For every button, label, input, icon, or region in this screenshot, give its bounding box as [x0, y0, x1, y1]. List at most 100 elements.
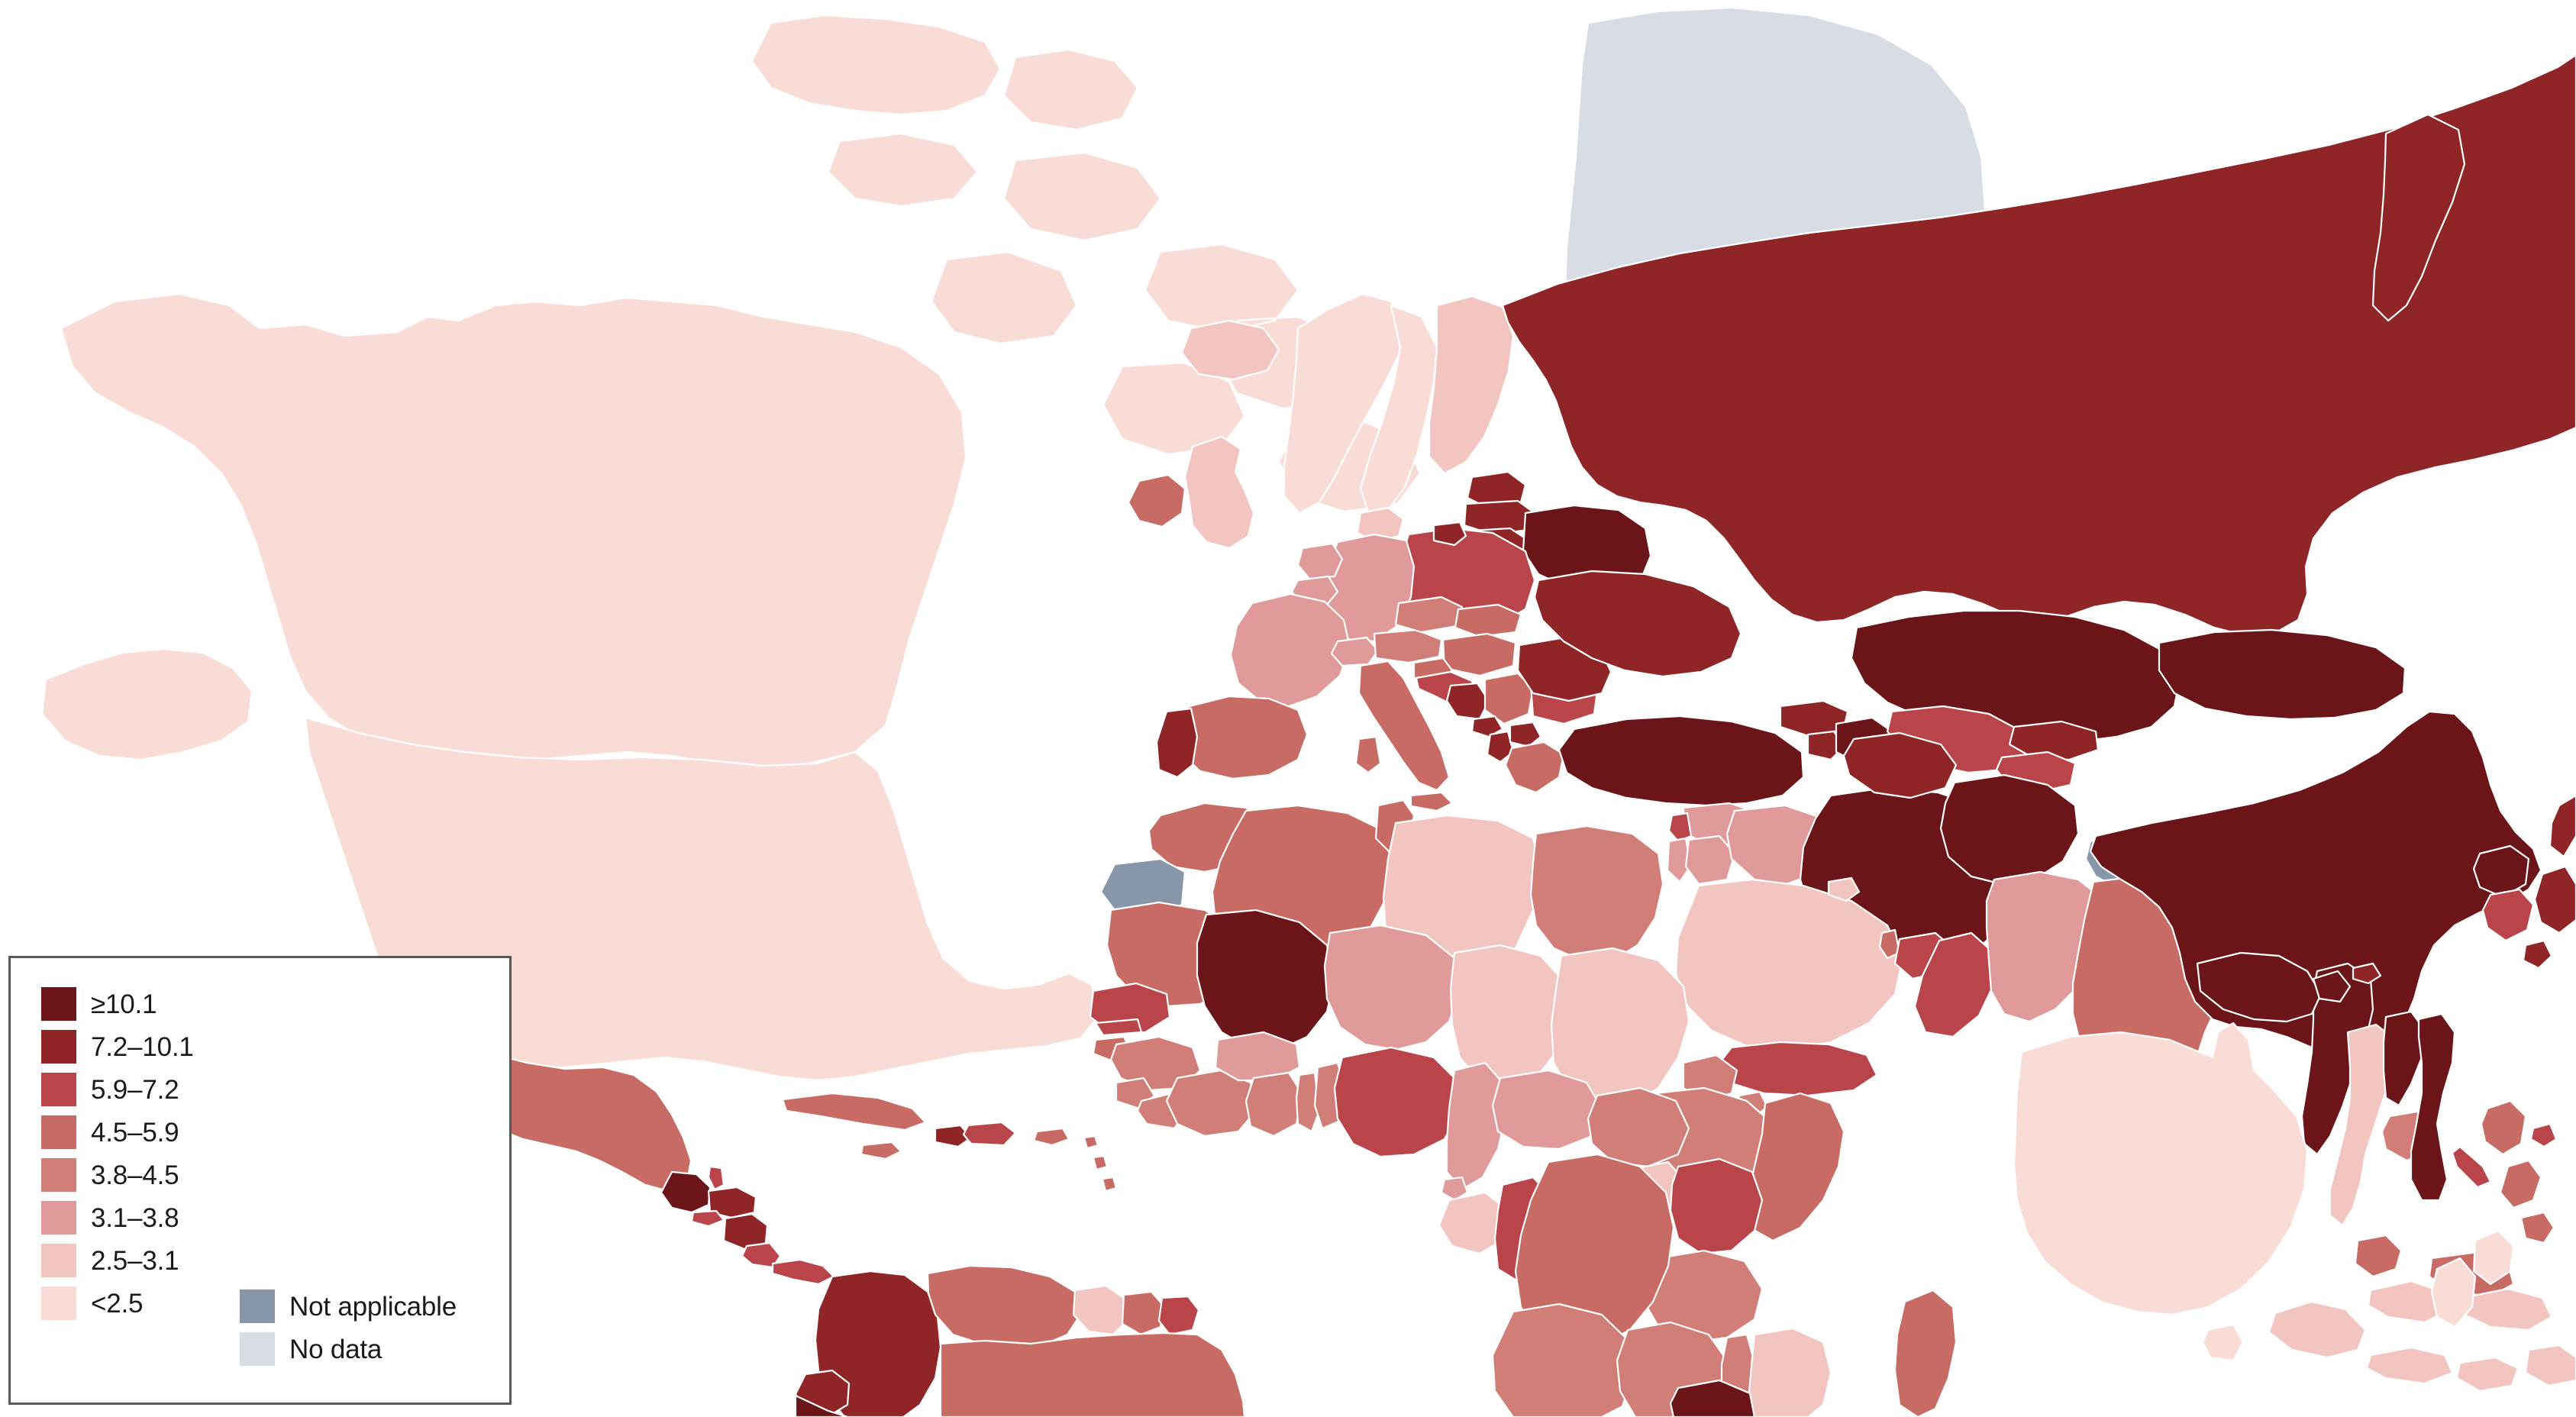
country-equatorial-guinea[interactable]	[1441, 1177, 1467, 1200]
legend-row-7[interactable]: <2.5	[41, 1282, 194, 1325]
country-russia-kamchatka[interactable]	[2373, 115, 2465, 321]
legend-row-3[interactable]: 4.5–5.9	[41, 1111, 194, 1154]
country-philippines[interactable]	[2481, 1101, 2554, 1243]
country-jamaica[interactable]	[861, 1142, 901, 1159]
legend-row-no-data[interactable]: No data	[240, 1328, 457, 1370]
country-solomon-islands[interactable]	[2353, 963, 2381, 983]
country-vietnam[interactable]	[2411, 1014, 2455, 1200]
country-australia[interactable]	[2014, 1023, 2307, 1315]
country-gabon[interactable]	[1439, 1193, 1508, 1254]
legend-swatch-not-applicable	[240, 1290, 275, 1323]
country-russia-kaliningrad[interactable]	[1434, 522, 1466, 545]
legend-row-2[interactable]: 5.9–7.2	[41, 1068, 194, 1111]
country-puerto-rico[interactable]	[1034, 1128, 1069, 1145]
legend-row-6[interactable]: 2.5–3.1	[41, 1239, 194, 1282]
country-sicily[interactable]	[1411, 792, 1452, 811]
country-french-guiana[interactable]	[1159, 1296, 1199, 1335]
country-panama[interactable]	[773, 1260, 834, 1284]
country-papua-new-guinea[interactable]	[2197, 953, 2321, 1022]
legend-label-4: 3.8–4.5	[91, 1160, 179, 1190]
country-belize[interactable]	[709, 1167, 724, 1189]
country-turkmenistan[interactable]	[1844, 733, 1956, 798]
country-ireland[interactable]	[1128, 475, 1185, 527]
country-jordan[interactable]	[1686, 836, 1735, 884]
country-senegal[interactable]	[1090, 983, 1170, 1032]
legend-swatch-7	[41, 1286, 76, 1320]
country-mongolia[interactable]	[2159, 630, 2405, 719]
country-colombia[interactable]	[815, 1271, 941, 1417]
country-norway[interactable]	[1284, 294, 1405, 513]
country-ghana[interactable]	[1246, 1073, 1302, 1136]
map-legend: ≥10.1 7.2–10.1 5.9–7.2 4.5–5.9 3.8–4.5	[8, 956, 512, 1405]
legend-swatch-1	[41, 1030, 76, 1064]
country-ukraine[interactable]	[1535, 571, 1741, 676]
legend-row-0[interactable]: ≥10.1	[41, 983, 194, 1025]
country-albania[interactable]	[1487, 731, 1513, 762]
country-tasmania[interactable]	[2203, 1325, 2243, 1361]
country-zimbabwe[interactable]	[1671, 1380, 1754, 1417]
country-iceland[interactable]	[1182, 321, 1279, 379]
country-cameroon[interactable]	[1447, 1063, 1506, 1189]
country-angola[interactable]	[1493, 1304, 1632, 1417]
country-kuwait[interactable]	[1829, 878, 1859, 901]
country-lesser-antilles[interactable]	[1084, 1136, 1116, 1191]
country-north-macedonia[interactable]	[1510, 722, 1541, 747]
country-png-east[interactable]	[2313, 971, 2350, 1002]
country-denmark[interactable]	[1357, 508, 1403, 542]
country-russia[interactable]	[1503, 55, 2576, 635]
country-greece[interactable]	[1506, 742, 1564, 792]
country-gambia[interactable]	[1096, 1019, 1141, 1035]
country-togo[interactable]	[1296, 1073, 1319, 1131]
country-kenya[interactable]	[1671, 1159, 1762, 1254]
legend-swatch-2	[41, 1073, 76, 1106]
legend-swatch-3	[41, 1115, 76, 1149]
legend-row-4[interactable]: 3.8–4.5	[41, 1154, 194, 1196]
legend-label-1: 7.2–10.1	[91, 1031, 194, 1062]
legend-row-5[interactable]: 3.1–3.8	[41, 1196, 194, 1239]
country-niger[interactable]	[1325, 925, 1460, 1050]
country-nigeria[interactable]	[1335, 1047, 1460, 1157]
country-sardinia[interactable]	[1356, 737, 1380, 773]
country-south-sudan[interactable]	[1588, 1088, 1689, 1167]
country-qatar[interactable]	[1880, 930, 1900, 958]
country-suriname[interactable]	[1122, 1292, 1164, 1335]
country-indonesia[interactable]	[2269, 1281, 2576, 1391]
country-laos[interactable]	[2384, 1012, 2424, 1106]
country-oman[interactable]	[1915, 933, 1994, 1037]
legend-row-not-applicable[interactable]: Not applicable	[240, 1285, 457, 1328]
country-guyana[interactable]	[1073, 1286, 1127, 1335]
country-myanmar[interactable]	[2302, 963, 2373, 1154]
country-france[interactable]	[1231, 594, 1350, 706]
country-japan[interactable]	[2523, 796, 2576, 968]
legend-row-1[interactable]: 7.2–10.1	[41, 1025, 194, 1068]
country-peru[interactable]	[796, 1396, 933, 1417]
country-mozambique[interactable]	[1747, 1328, 1831, 1417]
country-kyrgyzstan[interactable]	[2009, 721, 2098, 760]
country-serbia[interactable]	[1485, 673, 1533, 724]
country-new-zealand[interactable]	[2432, 1231, 2513, 1327]
country-el-salvador[interactable]	[692, 1211, 724, 1226]
country-cuba[interactable]	[783, 1093, 925, 1130]
legend-label-3: 4.5–5.9	[91, 1117, 179, 1147]
country-united-kingdom[interactable]	[1185, 437, 1254, 548]
country-new-caledonia[interactable]	[2452, 1147, 2490, 1187]
country-portugal[interactable]	[1157, 708, 1197, 777]
country-fiji[interactable]	[2531, 1124, 2556, 1147]
country-italy[interactable]	[1359, 661, 1449, 790]
country-south-korea[interactable]	[2483, 889, 2533, 941]
country-usa-alaska[interactable]	[42, 649, 252, 760]
country-netherlands[interactable]	[1298, 544, 1342, 579]
country-brazil[interactable]	[941, 1333, 1244, 1417]
country-guatemala[interactable]	[661, 1172, 710, 1212]
country-madagascar[interactable]	[1895, 1290, 1956, 1417]
country-dominican-republic[interactable]	[964, 1122, 1015, 1145]
country-turkey[interactable]	[1559, 716, 1803, 805]
country-canada[interactable]	[61, 294, 966, 767]
country-israel[interactable]	[1667, 838, 1690, 882]
country-somalia[interactable]	[1747, 1093, 1844, 1241]
country-slovakia[interactable]	[1455, 605, 1521, 637]
legend-swatch-0	[41, 987, 76, 1021]
legend-swatch-4	[41, 1158, 76, 1192]
country-central-african-republic[interactable]	[1493, 1070, 1602, 1149]
country-haiti[interactable]	[935, 1125, 971, 1147]
